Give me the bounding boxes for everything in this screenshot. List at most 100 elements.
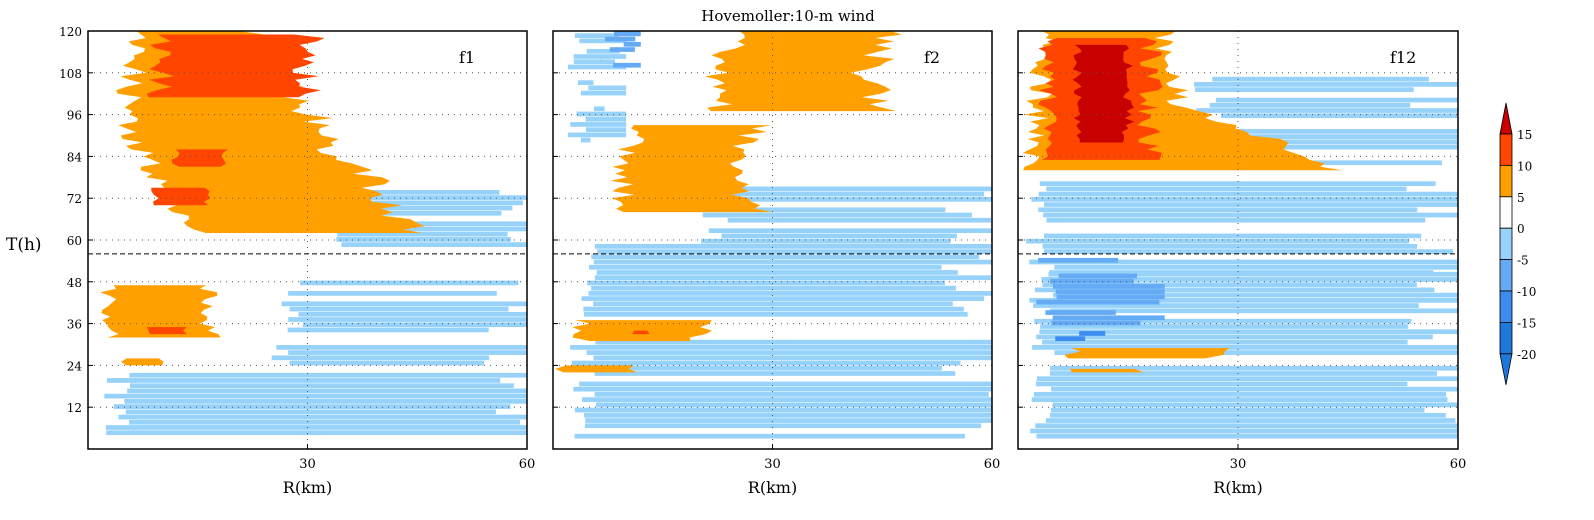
colorbar-segment bbox=[1499, 259, 1513, 292]
neg-band-segment bbox=[579, 38, 627, 44]
neg-band-segment bbox=[702, 212, 972, 218]
neg-band-segment bbox=[587, 280, 945, 286]
neg-band-segment bbox=[1211, 160, 1442, 166]
neg-band-segment bbox=[595, 402, 992, 408]
neg-band-segment bbox=[1055, 289, 1165, 294]
colorbar-arrow-bottom bbox=[1499, 353, 1513, 385]
neg-band-segment bbox=[1041, 277, 1458, 282]
neg-band-segment bbox=[591, 254, 980, 260]
neg-band-segment bbox=[581, 296, 985, 301]
neg-band-segment bbox=[336, 237, 511, 242]
neg-band-segment bbox=[1040, 324, 1408, 329]
panels: 12 24 36 48 60 72 84 96 108 120 30 60 R(km) f1 30 60 R(k… bbox=[59, 25, 1466, 497]
neg-band-segment bbox=[271, 355, 490, 361]
neg-band-segment bbox=[1035, 381, 1408, 387]
neg-band-segment bbox=[352, 200, 523, 206]
neg-band-segment bbox=[595, 339, 992, 345]
neg-band-segment bbox=[288, 350, 527, 355]
y-axis-label: T(h) bbox=[6, 235, 42, 255]
colorbar-label: 10 bbox=[1517, 159, 1532, 173]
neg-band-segment bbox=[1034, 318, 1412, 324]
neg-band-segment bbox=[717, 186, 992, 192]
grid bbox=[553, 31, 992, 449]
neg-band-segment bbox=[700, 207, 946, 213]
x-axis-label: R(km) bbox=[748, 478, 797, 497]
neg-band-segment bbox=[1038, 191, 1458, 197]
neg-band-segment bbox=[1049, 270, 1434, 275]
panel-name: f1 bbox=[459, 48, 475, 67]
neg-band-segment bbox=[576, 111, 627, 117]
neg-band-segment bbox=[588, 291, 992, 296]
x-tick-label: 30 bbox=[764, 457, 781, 472]
grid bbox=[1018, 31, 1458, 449]
neg-band-segment bbox=[1049, 412, 1446, 418]
neg-band-segment bbox=[113, 404, 511, 409]
neg-band-segment bbox=[1032, 345, 1458, 350]
neg-band-segment bbox=[1031, 397, 1448, 402]
neg-band-segment bbox=[573, 386, 992, 392]
neg-band-segment bbox=[302, 322, 527, 328]
neg-band-segment bbox=[594, 275, 991, 281]
neg-band-segment bbox=[1046, 186, 1407, 192]
neg-band-segment bbox=[582, 397, 992, 402]
colorbar-label: 15 bbox=[1517, 128, 1532, 142]
neg-band-segment bbox=[1039, 329, 1458, 335]
neg-band-segment bbox=[585, 418, 992, 423]
pos-region bbox=[146, 34, 325, 98]
neg-band-segment bbox=[1038, 257, 1119, 263]
neg-band-segment bbox=[1209, 144, 1458, 150]
field-f2 bbox=[553, 31, 992, 449]
neg-band-segment bbox=[351, 210, 502, 216]
pos-region bbox=[151, 187, 211, 206]
neg-band-segment bbox=[1029, 297, 1458, 303]
y-tick-label: 84 bbox=[67, 150, 83, 164]
neg-band-segment bbox=[341, 242, 527, 247]
neg-band-segment bbox=[1044, 202, 1458, 207]
neg-band-segment bbox=[1215, 97, 1458, 103]
neg-band-segment bbox=[594, 244, 992, 249]
neg-band-segment bbox=[1026, 238, 1410, 244]
neg-band-segment bbox=[1045, 310, 1116, 315]
pos-region bbox=[1064, 348, 1230, 359]
pos-region bbox=[572, 320, 712, 341]
neg-band-segment bbox=[345, 205, 513, 211]
x-tick-label: 30 bbox=[1230, 457, 1247, 472]
neg-band-segment bbox=[1030, 428, 1458, 434]
neg-band-segment bbox=[1209, 102, 1411, 108]
neg-band-segment bbox=[1053, 292, 1458, 298]
neg-band-segment bbox=[1195, 87, 1414, 92]
neg-band-segment bbox=[1051, 320, 1141, 326]
neg-band-segment bbox=[287, 327, 489, 333]
neg-band-segment bbox=[276, 345, 527, 350]
colorbar-label: -5 bbox=[1517, 254, 1529, 268]
neg-band-segment bbox=[300, 280, 519, 286]
neg-band-segment bbox=[1199, 129, 1458, 134]
neg-band-segment bbox=[1054, 264, 1458, 270]
neg-band-segment bbox=[1218, 134, 1458, 139]
pos-region bbox=[171, 149, 229, 167]
neg-band-segment bbox=[718, 196, 992, 202]
neg-band-segment bbox=[571, 360, 961, 366]
colorbar-segment bbox=[1499, 196, 1513, 229]
neg-band-segment bbox=[623, 41, 641, 47]
colorbar-label: -10 bbox=[1517, 285, 1536, 299]
neg-band-segment bbox=[356, 190, 500, 195]
neg-band-segment bbox=[570, 345, 992, 350]
colorbar-segment bbox=[1499, 321, 1513, 355]
x-tick-label: 60 bbox=[1450, 457, 1467, 472]
neg-band-segment bbox=[594, 392, 989, 397]
pos-region bbox=[1069, 368, 1145, 373]
neg-band-segment bbox=[1033, 392, 1446, 397]
neg-band-segment bbox=[106, 430, 527, 436]
neg-band-segment bbox=[346, 226, 527, 232]
neg-band-segment bbox=[605, 36, 636, 42]
neg-band-segment bbox=[570, 122, 627, 127]
neg-band-segment bbox=[338, 195, 527, 200]
neg-band-segment bbox=[1050, 308, 1458, 314]
neg-band-segment bbox=[585, 116, 627, 122]
neg-band-segment bbox=[701, 238, 951, 244]
panel-name: f12 bbox=[1390, 48, 1416, 67]
colorbar: 15 10 5 0 -5 -10 -15 -20 bbox=[1499, 102, 1536, 385]
colorbar-arrow-top bbox=[1499, 102, 1513, 135]
neg-band-segment bbox=[609, 47, 635, 52]
